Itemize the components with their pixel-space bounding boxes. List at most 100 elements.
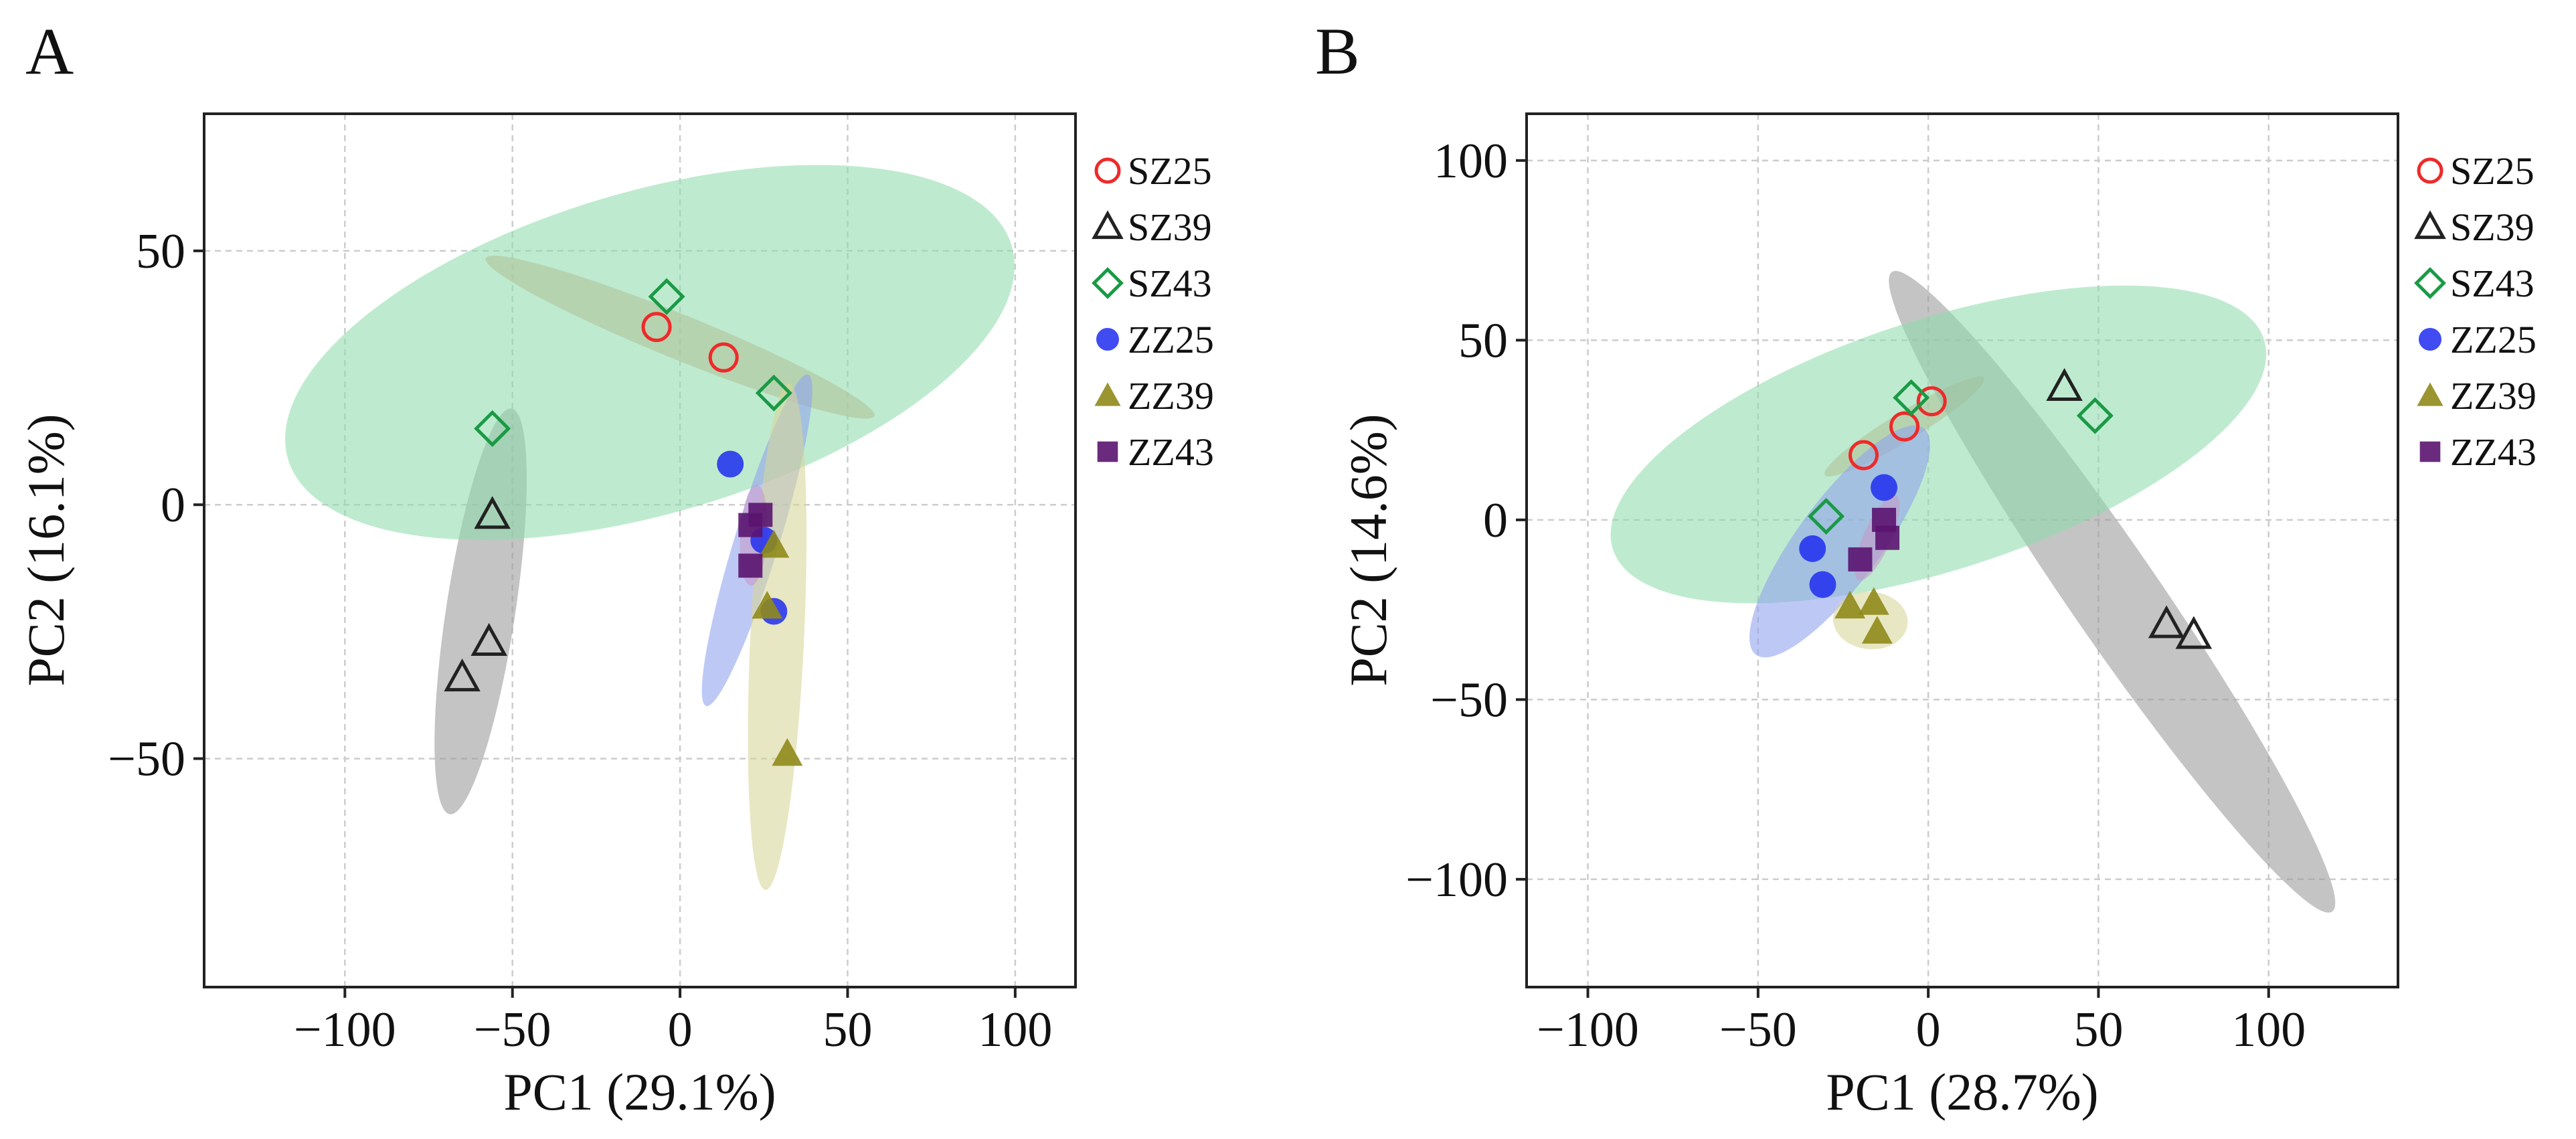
- x-tick-label: −50: [1719, 1002, 1797, 1057]
- legend-label: SZ43: [2450, 262, 2535, 305]
- legend-label: ZZ25: [2450, 318, 2537, 361]
- legend-marker-sz39: [2414, 210, 2446, 240]
- panel-a-y-axis-label: PC2 (16.1%): [17, 414, 75, 686]
- point-sz43: [755, 374, 792, 412]
- y-tick-label: 0: [161, 478, 185, 533]
- point-zz39: [758, 529, 790, 558]
- legend-item-sz43: SZ43: [1092, 262, 1212, 305]
- point-zz39: [752, 590, 783, 619]
- panel-a-legend: SZ25 SZ39 SZ43 ZZ25 ZZ39 ZZ43: [1092, 149, 1214, 474]
- panel-a-ellipses: [285, 165, 1015, 890]
- y-tick-label: 100: [1434, 134, 1508, 189]
- point-zz25: [1799, 535, 1826, 562]
- legend-marker-zz25: [1096, 328, 1119, 351]
- point-sz39: [2175, 616, 2213, 649]
- legend-marker-zz25: [2419, 328, 2441, 351]
- legend-marker-sz43: [2414, 267, 2446, 299]
- legend-marker-zz43: [1097, 441, 1118, 462]
- legend-label: SZ39: [2450, 205, 2535, 249]
- legend-marker-zz39: [1094, 382, 1121, 406]
- point-sz25: [1889, 411, 1920, 442]
- panel-b-x-ticks: −100 −50 0 50 100: [1537, 987, 2306, 1057]
- panel-a-frame: [203, 112, 1077, 988]
- point-zz43: [738, 553, 763, 578]
- point-zz43: [738, 513, 763, 537]
- point-sz25: [1849, 440, 1879, 470]
- x-tick-label: 50: [2073, 1002, 2123, 1057]
- legend-item-zz25: ZZ25: [1096, 318, 1214, 361]
- x-tick-label: −100: [294, 1002, 396, 1057]
- x-tick-label: −100: [1537, 1002, 1639, 1057]
- legend-item-sz43: SZ43: [2414, 262, 2535, 305]
- point-sz43: [474, 410, 511, 447]
- point-sz43: [1808, 497, 1845, 535]
- panel-a-x-axis-label: PC1 (29.1%): [503, 1063, 776, 1121]
- panel-b-y-axis-label: PC2 (14.6%): [1339, 414, 1397, 686]
- point-sz25: [708, 342, 739, 373]
- panel-b-legend: SZ25 SZ39 SZ43 ZZ25 ZZ39 ZZ43: [2414, 149, 2537, 474]
- point-zz25: [1809, 571, 1836, 598]
- y-tick-label: 50: [1458, 313, 1508, 368]
- point-sz25: [1916, 386, 1947, 417]
- legend-label: ZZ39: [1128, 374, 1214, 418]
- point-sz43: [648, 278, 685, 315]
- panel-b-y-ticks: −100 −50 0 50 100: [1405, 134, 1527, 907]
- legend-label: ZZ43: [2450, 430, 2537, 474]
- point-sz39: [444, 659, 481, 692]
- legend-marker-zz39: [2417, 382, 2443, 406]
- legend-item-zz25: ZZ25: [2419, 318, 2537, 361]
- point-zz39: [772, 737, 803, 766]
- y-tick-label: 0: [1483, 493, 1508, 548]
- y-tick-label: −50: [108, 732, 185, 787]
- legend-label: SZ25: [1128, 149, 1212, 193]
- x-tick-label: 100: [978, 1002, 1052, 1057]
- point-zz25: [717, 450, 744, 478]
- point-zz39: [1834, 590, 1866, 619]
- legend-item-zz39: ZZ39: [1094, 374, 1214, 418]
- panel-b-frame: [1525, 112, 2399, 988]
- ellipse-sz43: [1610, 285, 2267, 604]
- point-sz39: [2148, 605, 2185, 638]
- y-tick-label: 50: [136, 224, 185, 279]
- point-zz39: [1858, 587, 1889, 615]
- legend-marker-sz39: [1092, 210, 1124, 240]
- x-tick-label: 0: [1916, 1002, 1941, 1057]
- x-tick-label: 0: [668, 1002, 693, 1057]
- point-sz25: [641, 312, 672, 343]
- x-tick-label: −50: [474, 1002, 551, 1057]
- legend-item-sz25: SZ25: [1094, 149, 1212, 193]
- panel-b-ellipses: [1610, 270, 2336, 913]
- panel-a-letter: A: [25, 14, 74, 88]
- panel-a-points: [444, 278, 803, 766]
- legend-item-sz25: SZ25: [2417, 149, 2535, 193]
- panel-b-letter: B: [1315, 14, 1360, 88]
- point-sz39: [474, 496, 511, 529]
- legend-marker-zz43: [2419, 441, 2441, 462]
- panel-a-x-ticks: −100 −50 0 50 100: [294, 987, 1052, 1057]
- legend-marker-sz25: [1094, 157, 1121, 184]
- ellipse-sz43: [285, 165, 1015, 540]
- point-zz43: [1848, 547, 1873, 572]
- legend-label: SZ25: [2450, 149, 2535, 193]
- point-zz25: [1871, 474, 1898, 501]
- panel-a: A −100 −50 0 50 100 −50 0 50 PC1 (29.1%) PC2 (…: [17, 14, 1214, 1121]
- legend-label: SZ39: [1128, 205, 1212, 249]
- panel-b: B −100 −50 0 50 100 −100 −50 0 50 100 PC1 (28.7%…: [1315, 14, 2537, 1121]
- point-zz43: [1875, 525, 1900, 550]
- panel-b-x-axis-label: PC1 (28.7%): [1826, 1063, 2098, 1121]
- panel-a-y-ticks: −50 0 50: [108, 224, 204, 787]
- point-zz39: [1861, 616, 1893, 644]
- panel-b-points: [1799, 368, 2213, 649]
- x-tick-label: 50: [823, 1002, 872, 1057]
- legend-item-zz43: ZZ43: [2419, 430, 2537, 474]
- legend-marker-sz43: [1092, 267, 1124, 299]
- legend-item-sz39: SZ39: [1092, 205, 1212, 249]
- legend-label: ZZ43: [1128, 430, 1214, 474]
- legend-item-sz39: SZ39: [2414, 205, 2535, 249]
- point-sz39: [470, 622, 507, 656]
- legend-marker-sz25: [2417, 157, 2443, 184]
- y-tick-label: −50: [1430, 673, 1508, 727]
- point-sz43: [1893, 379, 1930, 416]
- legend-label: ZZ25: [1128, 318, 1214, 361]
